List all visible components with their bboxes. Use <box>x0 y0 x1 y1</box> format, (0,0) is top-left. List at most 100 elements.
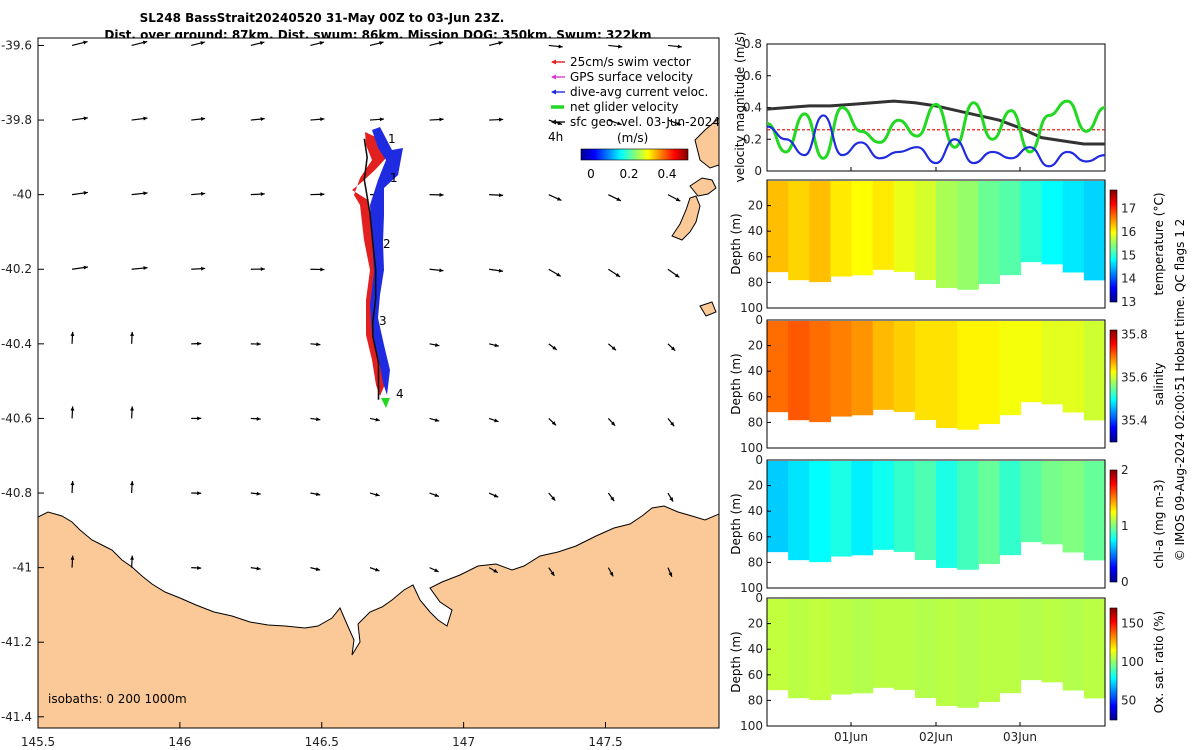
current-arrow <box>429 41 444 47</box>
section-profile-column <box>978 599 1000 703</box>
section-salinity: 0 20 40 60 80 100 Depth (m) 35.8 35.6 35.4 salinit… <box>729 313 1166 455</box>
map-x-tick-label: 146.5 <box>305 735 339 749</box>
section-profile-column <box>893 599 916 690</box>
current-arrow <box>548 44 563 49</box>
colorbar-tick-label: 100 <box>1121 655 1144 669</box>
map-panel: 1 1 2 3 4 145.5 146 146.5 147 147.5 -39.6-39… <box>1 37 720 749</box>
section-profile-column <box>893 321 916 412</box>
current-arrow <box>548 567 555 577</box>
section-profile-column <box>999 181 1022 276</box>
colorbar-tick-label: 35.6 <box>1121 370 1148 384</box>
section-profile-column <box>872 321 895 410</box>
section-oxygen: 0 20 40 60 80 100 Depth (m) 150 100 50 Ox. sat. ra… <box>729 591 1166 733</box>
current-arrow <box>489 117 504 122</box>
map-y-tick-label: -39.6 <box>1 38 32 52</box>
current-arrow <box>191 491 202 496</box>
depth-tick-label: 40 <box>748 642 763 656</box>
colorbar-tick-label: 17 <box>1121 202 1136 216</box>
section-profile-column <box>1041 599 1064 683</box>
section-profile-column <box>936 321 958 428</box>
section-colorbar <box>1109 189 1118 303</box>
depth-tick-label: 0 <box>755 453 763 467</box>
section-profile-column <box>830 461 853 557</box>
legend-label: net glider velocity <box>570 100 678 114</box>
section-profile-column <box>978 181 1000 285</box>
current-arrow <box>369 567 380 572</box>
speed-colorbar <box>580 148 689 161</box>
current-arrow <box>191 41 205 47</box>
colorbar-tick-0: 0 <box>587 167 595 181</box>
section-ylabel: Depth (m) <box>729 493 743 554</box>
current-arrow <box>429 117 444 122</box>
current-arrow <box>667 492 674 502</box>
velocity-y-tick-label: 0.8 <box>743 37 762 51</box>
section-profile-column <box>893 181 916 272</box>
current-arrow <box>310 267 325 272</box>
depth-tick-label: 20 <box>748 617 763 631</box>
day-marker-1b: 1 <box>390 171 398 185</box>
current-arrow <box>250 267 265 272</box>
section-profile-column <box>788 461 810 561</box>
current-arrow <box>310 567 321 571</box>
depth-tick-label: 80 <box>748 555 763 569</box>
legend-item: 25cm/s swim vector <box>551 55 691 69</box>
section-profile-column <box>830 321 853 417</box>
map-y-tick-label: -40 <box>12 188 32 202</box>
section-frame <box>766 459 1106 589</box>
colorbar-title: (m/s) <box>617 131 648 145</box>
velocity-ylabel: velocity magnitude (m/s) <box>733 32 747 183</box>
section-profile-column <box>957 321 979 430</box>
legend-label: GPS surface velocity <box>570 70 693 84</box>
section-profile-column <box>1041 321 1064 405</box>
current-arrow <box>429 567 439 573</box>
current-arrow <box>130 406 134 419</box>
depth-tick-label: 80 <box>748 693 763 707</box>
section-profile-column <box>767 321 789 413</box>
section-colorbar <box>1109 607 1118 721</box>
depth-tick-label: 60 <box>748 390 763 404</box>
section-profile-column <box>978 461 1000 565</box>
current-arrow <box>608 44 623 49</box>
depth-tick-label: 60 <box>748 250 763 264</box>
section-profile-column <box>1062 599 1085 691</box>
section-profile-column <box>1020 321 1043 403</box>
section-profile-column <box>999 599 1022 694</box>
current-arrow <box>310 117 325 122</box>
section-profile-column <box>1083 461 1106 561</box>
colorbar-tick-label: 15 <box>1121 248 1136 262</box>
current-arrow <box>369 117 384 122</box>
colorbar-tick-label: 150 <box>1121 616 1144 630</box>
current-arrow <box>130 331 134 344</box>
current-arrow <box>667 418 675 427</box>
section-profile-column <box>957 181 979 290</box>
current-arrow <box>607 418 616 427</box>
section-ylabel: Depth (m) <box>729 213 743 274</box>
current-arrow <box>70 480 75 494</box>
current-arrow <box>548 343 558 351</box>
section-colorbar-label: Ox. sat. ratio (%) <box>1152 611 1166 713</box>
current-arrow <box>250 117 265 122</box>
depth-tick-label: 80 <box>748 415 763 429</box>
small-island-east <box>699 301 717 317</box>
net-glider-track <box>363 138 380 400</box>
current-arrow <box>250 41 265 47</box>
section-profile-column <box>936 599 958 706</box>
swim-vector-band <box>352 132 386 396</box>
section-colorbar <box>1109 329 1118 443</box>
depth-tick-label: 60 <box>748 530 763 544</box>
velocity-line-sfc-geo-vel- <box>766 99 1105 146</box>
current-arrow <box>310 492 321 497</box>
isobaths-label: isobaths: 0 200 1000m <box>48 692 187 706</box>
section-profile-column <box>788 181 810 281</box>
current-arrow <box>70 555 75 568</box>
current-arrow <box>250 192 265 197</box>
current-arrow <box>191 565 202 570</box>
date-tick-label: 03Jun <box>1003 730 1037 744</box>
current-arrow <box>667 343 676 352</box>
current-arrow <box>71 265 88 270</box>
current-arrow <box>607 343 617 351</box>
current-arrow <box>429 492 440 498</box>
section-profile-column <box>1083 321 1106 421</box>
